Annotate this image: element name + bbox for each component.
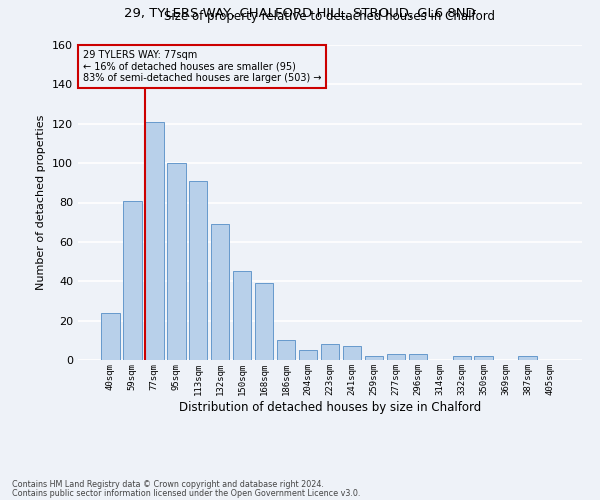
Bar [277, 340, 295, 360]
Bar [518, 356, 537, 360]
Bar [320, 344, 340, 360]
Bar [189, 181, 208, 360]
Text: Contains public sector information licensed under the Open Government Licence v3: Contains public sector information licen… [12, 489, 361, 498]
Title: Size of property relative to detached houses in Chalford: Size of property relative to detached ho… [164, 10, 496, 23]
Y-axis label: Number of detached properties: Number of detached properties [37, 115, 46, 290]
Bar [101, 313, 119, 360]
Bar [233, 272, 251, 360]
Bar [255, 283, 274, 360]
Bar [211, 224, 229, 360]
Text: Contains HM Land Registry data © Crown copyright and database right 2024.: Contains HM Land Registry data © Crown c… [12, 480, 324, 489]
Bar [386, 354, 405, 360]
Bar [365, 356, 383, 360]
Text: 29, TYLERS WAY, CHALFORD HILL, STROUD, GL6 8ND: 29, TYLERS WAY, CHALFORD HILL, STROUD, G… [124, 8, 476, 20]
Bar [343, 346, 361, 360]
Bar [145, 122, 164, 360]
Bar [452, 356, 471, 360]
Bar [409, 354, 427, 360]
Bar [299, 350, 317, 360]
Bar [123, 200, 142, 360]
X-axis label: Distribution of detached houses by size in Chalford: Distribution of detached houses by size … [179, 400, 481, 413]
Bar [167, 163, 185, 360]
Bar [475, 356, 493, 360]
Text: 29 TYLERS WAY: 77sqm
← 16% of detached houses are smaller (95)
83% of semi-detac: 29 TYLERS WAY: 77sqm ← 16% of detached h… [83, 50, 322, 83]
